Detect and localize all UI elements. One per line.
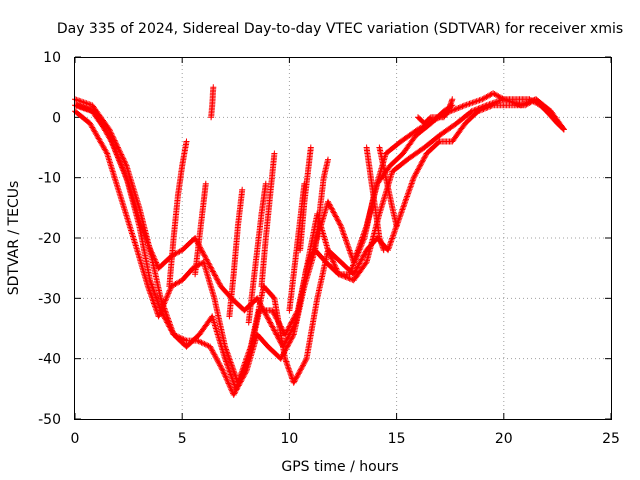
axes: 0 5 10 15 20 25 10 0 -10 -20 -30 -40 -50 (38, 50, 620, 447)
chart-title: Day 335 of 2024, Sidereal Day-to-day VTE… (57, 21, 623, 37)
x-axis-label: GPS time / hours (281, 459, 398, 475)
series-spike-10 (363, 144, 387, 254)
x-tick-label: 20 (495, 431, 513, 447)
series-spike-6 (258, 150, 278, 290)
plot-frame (74, 57, 612, 420)
plot-area (72, 84, 567, 398)
data-markers (297, 144, 314, 254)
y-tick-label: -30 (38, 291, 61, 307)
data-markers (376, 144, 400, 229)
x-tick-label: 25 (602, 431, 620, 447)
data-markers (415, 96, 456, 127)
x-tick-label: 5 (178, 431, 187, 447)
x-tick-label: 15 (388, 431, 406, 447)
series-spike-9 (312, 156, 331, 254)
series-spike-1 (166, 138, 190, 290)
y-axis-label: SDTVAR / TECUs (6, 181, 22, 296)
series-spike-4 (226, 186, 246, 320)
y-tick-label: -40 (38, 352, 61, 368)
series-spike-12 (415, 96, 456, 127)
series-spike-3 (208, 84, 217, 121)
data-markers (245, 180, 269, 326)
data-markers (74, 102, 456, 350)
data-markers (226, 186, 246, 320)
y-tick-label: -50 (38, 412, 61, 428)
y-tick-label: -10 (38, 171, 61, 187)
x-tick-label: 0 (71, 431, 80, 447)
data-markers (208, 84, 217, 121)
series-track-d (74, 102, 456, 350)
y-tick-label: 10 (43, 50, 61, 66)
y-tick-label: -20 (38, 231, 61, 247)
data-markers (192, 180, 209, 278)
data-markers (363, 144, 387, 254)
data-markers (166, 138, 190, 290)
series-spike-2 (192, 180, 209, 278)
series-spike-11 (376, 144, 400, 229)
data-markers (258, 150, 278, 290)
x-tick-label: 10 (280, 431, 298, 447)
series-spike-8 (297, 144, 314, 254)
y-tick-label: 0 (52, 110, 61, 126)
data-markers (312, 156, 331, 254)
series-spike-5 (245, 180, 269, 326)
